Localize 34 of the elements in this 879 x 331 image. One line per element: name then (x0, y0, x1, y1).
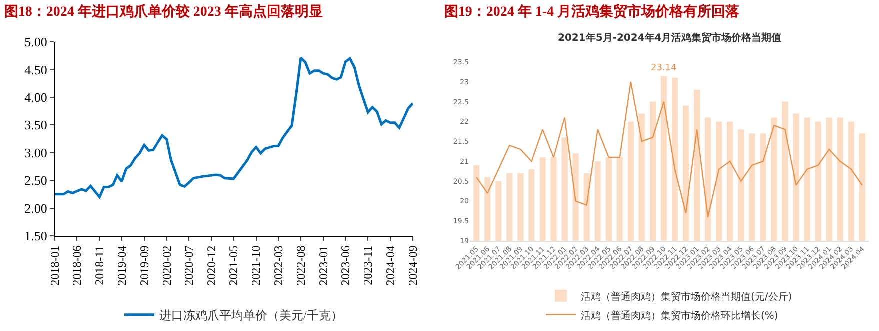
x-tick-label: 2022-03 (271, 246, 286, 286)
x-tick-label: 2018-11 (92, 246, 107, 286)
x-tick-label: 2021-05 (226, 246, 241, 286)
x-tick-label: 2024-09 (406, 246, 420, 286)
x-tick-label: 2023-06 (338, 246, 353, 286)
y-tick-label: 3.00 (24, 145, 48, 160)
chart-title: 图19：2024 年 1-4 月活鸡集贸市场价格有所回落 (444, 2, 741, 20)
legend-label: 活鸡（普通肉鸡）集贸市场价格当期值(元/公斤) (581, 290, 792, 303)
x-tick-label: 2024-04 (383, 246, 398, 286)
data-label: 23.14 (650, 63, 678, 74)
x-tick-label: 2020-12 (204, 246, 218, 286)
y-tick-label: 4.00 (24, 90, 48, 105)
x-tick-label: 2020-02 (160, 246, 174, 286)
chart-subtitle: 2021年5月-2024年4月活鸡集贸市场价格当期值 (558, 32, 782, 44)
line-series (476, 81, 863, 218)
x-tick-label: 2019-04 (114, 246, 129, 286)
line-series (55, 56, 413, 198)
x-tick-label: 2023-11 (361, 246, 376, 286)
x-tick-label: 2023-01 (316, 246, 330, 286)
x-tick-label: 2018-01 (48, 246, 62, 286)
x-tick-label: 2019-09 (137, 246, 152, 286)
y-tick-label: 2.00 (24, 200, 48, 216)
x-tick-label: 2018-06 (70, 246, 84, 286)
chart-title: 图18：2024 年进口鸡爪单价较 2023 年高点回落明显 (4, 2, 323, 20)
x-tick-label: 2020-07 (182, 246, 196, 286)
y-tick-label: 3.50 (24, 118, 48, 133)
y-tick-label: 5.00 (24, 34, 48, 50)
y-tick-label: 2.50 (24, 173, 48, 188)
x-tick-label: 2021-10 (249, 246, 264, 286)
y-tick-label: 1.50 (24, 228, 48, 244)
x-tick-label: 2022-08 (294, 246, 308, 286)
legend-label: 进口冻鸡爪平均单价（美元/千克） (160, 308, 343, 323)
y-tick-label: 4.50 (24, 62, 48, 78)
legend-label: 活鸡（普通肉鸡）集贸市场价格环比增长(%) (581, 310, 778, 322)
